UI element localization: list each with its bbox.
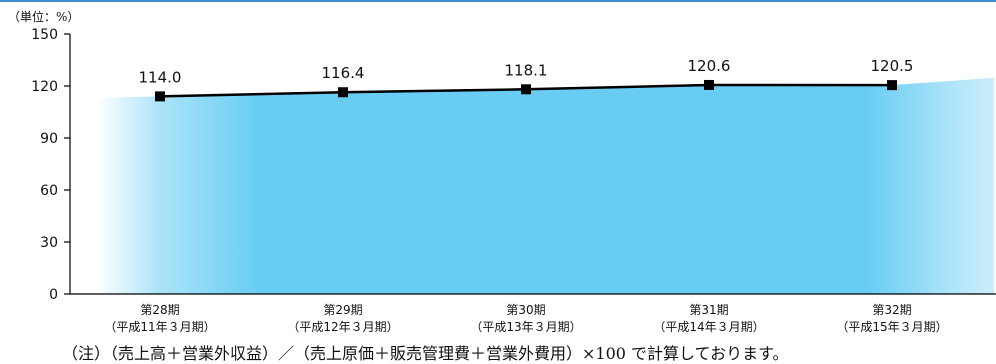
y-tick-label: 150 (31, 27, 58, 43)
y-tick-label: 30 (40, 235, 58, 251)
area-fill (96, 77, 994, 294)
footnote: （注）（売上高＋営業外収益）／（売上原価＋販売管理費＋営業外費用）×100 で計… (62, 344, 789, 363)
x-tick-label: 第32期 (872, 303, 911, 317)
x-tick-sublabel: （平成14年３月期） (653, 320, 764, 334)
x-tick-label: 第30期 (506, 303, 545, 317)
y-tick-label: 90 (40, 131, 58, 147)
data-point (338, 87, 348, 98)
data-label: 114.0 (139, 68, 182, 86)
data-label: 116.4 (322, 64, 365, 82)
data-point (521, 84, 531, 95)
data-label: 120.6 (688, 57, 731, 75)
x-tick-label: 第31期 (689, 303, 728, 317)
y-tick-label: 0 (49, 287, 58, 303)
x-tick-sublabel: （平成13年３月期） (470, 320, 581, 334)
data-label: 118.1 (505, 61, 548, 79)
x-tick-label: 第28期 (140, 303, 179, 317)
y-tick-label: 60 (40, 183, 58, 199)
x-tick-label: 第29期 (323, 303, 362, 317)
data-point (887, 80, 897, 91)
x-tick-sublabel: （平成12年３月期） (287, 320, 398, 334)
data-point (155, 91, 165, 102)
data-point (704, 79, 714, 90)
x-tick-sublabel: （平成15年３月期） (836, 320, 947, 334)
x-tick-sublabel: （平成11年３月期） (104, 320, 215, 334)
top-rule (0, 0, 996, 2)
data-label: 120.5 (871, 57, 914, 75)
y-tick-label: 120 (31, 79, 58, 95)
unit-label: （単位：%） (8, 10, 80, 24)
